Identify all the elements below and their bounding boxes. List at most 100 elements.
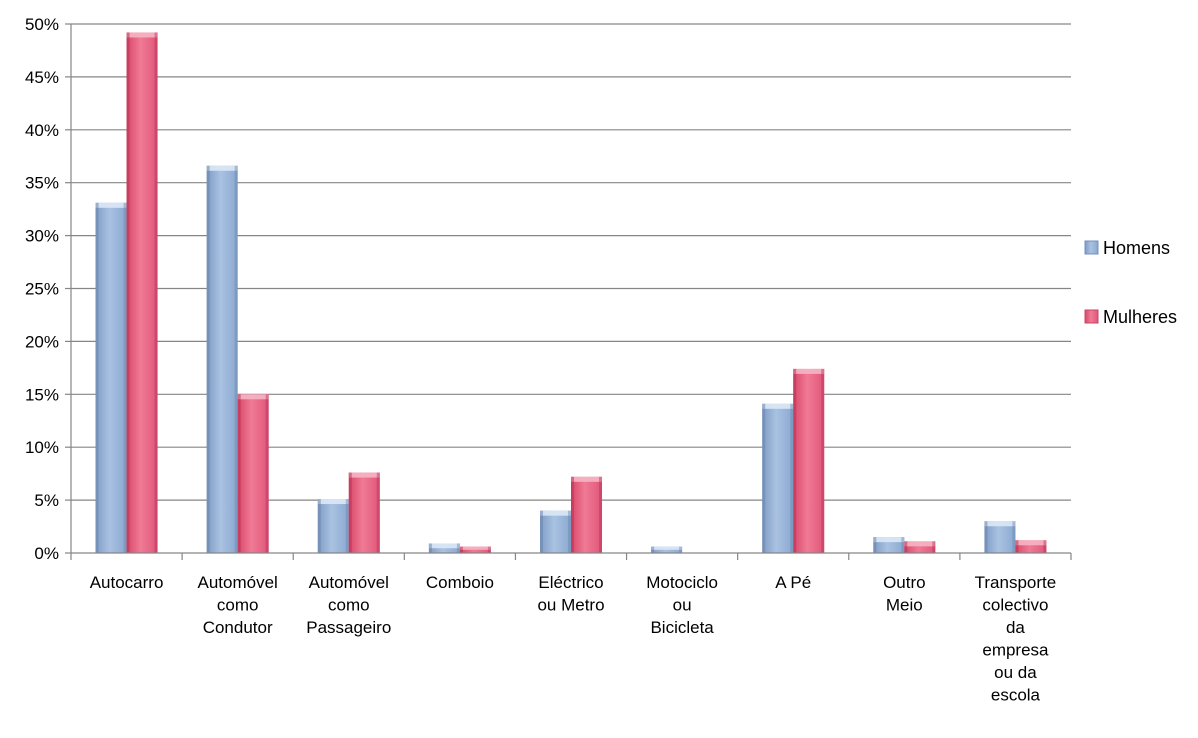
bar-left-edge — [873, 537, 877, 553]
bar-left-edge — [571, 476, 574, 553]
category-label: da — [1006, 618, 1025, 637]
category-label: Motociclo — [646, 573, 718, 592]
bar-left-edge — [459, 546, 463, 553]
bar-body — [348, 472, 380, 553]
bar-right-edge — [1012, 521, 1016, 553]
bar-body — [984, 521, 1016, 553]
legend-swatch-mulheres — [1084, 309, 1099, 324]
bar-homens — [428, 543, 460, 553]
y-tick-label: 35% — [25, 174, 59, 193]
bar-top-bevel — [317, 499, 349, 505]
y-tick-label: 20% — [25, 332, 59, 351]
bar-top-bevel — [793, 368, 825, 374]
bar-top-bevel — [762, 403, 794, 409]
bar-left-edge — [984, 521, 988, 553]
bar-left-edge — [762, 403, 766, 553]
category-label: Automóvel — [309, 573, 389, 592]
bar-right-edge — [679, 546, 683, 553]
y-tick-label: 40% — [25, 121, 59, 140]
bar-body — [95, 202, 127, 553]
legend: Homens Mulheres — [1084, 238, 1177, 327]
bar-left-edge — [904, 541, 908, 553]
bar-homens — [95, 202, 127, 553]
bar-top-bevel — [651, 546, 683, 550]
bar-right-edge — [901, 537, 905, 553]
bar-body — [317, 499, 349, 553]
bar-mulheres — [237, 394, 269, 553]
bar-body — [571, 476, 602, 553]
y-tick-label: 30% — [25, 227, 59, 246]
bar-right-edge — [821, 368, 825, 553]
bar-right-edge — [487, 546, 491, 553]
bar-left-edge — [428, 543, 432, 553]
bar-left-edge — [317, 499, 321, 553]
bar-body — [540, 510, 571, 553]
bar-top-bevel — [904, 541, 936, 547]
y-tick-labels: 0% 5% 10% 15% 20% 25% 30% 35% 40% 45% 50% — [25, 15, 59, 563]
y-tick-label: 50% — [25, 15, 59, 34]
bar-right-edge — [1043, 540, 1047, 553]
y-tick-label: 15% — [25, 385, 59, 404]
bar-body — [126, 32, 158, 554]
bar-left-edge — [348, 472, 352, 553]
bar-mulheres — [1015, 540, 1047, 553]
category-label: A Pé — [775, 573, 811, 592]
bar-homens — [762, 403, 794, 553]
bar-mulheres — [126, 32, 158, 554]
bar-top-bevel — [95, 202, 127, 208]
y-tick-label: 25% — [25, 280, 59, 299]
bar-right-edge — [234, 165, 238, 553]
bars — [95, 32, 1047, 554]
y-tick-label: 5% — [34, 491, 59, 510]
bar-mulheres — [793, 368, 825, 553]
bar-right-edge — [345, 499, 349, 553]
bar-right-edge — [123, 202, 127, 553]
bar-right-edge — [456, 543, 460, 553]
bar-right-edge — [790, 403, 794, 553]
bar-homens — [984, 521, 1016, 553]
y-tick-label: 45% — [25, 68, 59, 87]
bar-homens — [873, 537, 905, 553]
category-label: ou da — [994, 663, 1037, 682]
bar-top-bevel — [984, 521, 1016, 527]
bar-body — [904, 541, 936, 553]
bar-mulheres — [904, 541, 936, 553]
bar-left-edge — [95, 202, 99, 553]
category-label: Passageiro — [306, 618, 391, 637]
legend-swatch-homens — [1084, 240, 1099, 255]
category-label: como — [217, 596, 259, 615]
bar-right-edge — [932, 541, 936, 553]
axes — [65, 23, 1072, 560]
category-label: Transporte — [975, 573, 1057, 592]
bar-right-edge — [599, 476, 602, 553]
category-label: colectivo — [982, 596, 1048, 615]
legend-label-homens: Homens — [1103, 238, 1170, 258]
bar-top-bevel — [206, 165, 238, 171]
bar-right-edge — [376, 472, 380, 553]
category-label: como — [328, 596, 370, 615]
category-label: escola — [991, 686, 1041, 705]
bar-homens — [540, 510, 571, 553]
category-label: Bicicleta — [650, 618, 714, 637]
bar-left-edge — [206, 165, 210, 553]
bar-body — [206, 165, 238, 553]
bar-top-bevel — [126, 32, 158, 38]
bar-top-bevel — [237, 394, 269, 400]
category-label: ou Metro — [537, 596, 604, 615]
bar-left-edge — [793, 368, 797, 553]
bar-top-bevel — [428, 543, 460, 549]
bar-left-edge — [1015, 540, 1019, 553]
bar-body — [762, 403, 794, 553]
bar-mulheres — [459, 546, 491, 553]
category-label: Automóvel — [198, 573, 278, 592]
bar-top-bevel — [873, 537, 905, 543]
bar-top-bevel — [1015, 540, 1047, 546]
y-tick-label: 0% — [34, 544, 59, 563]
bar-homens — [206, 165, 238, 553]
category-label: Autocarro — [90, 573, 164, 592]
category-label: Outro — [883, 573, 926, 592]
bar-left-edge — [126, 32, 130, 554]
category-label: Comboio — [426, 573, 494, 592]
category-labels: Autocarro Automóvel como Condutor Automóvel c… — [90, 573, 1057, 705]
